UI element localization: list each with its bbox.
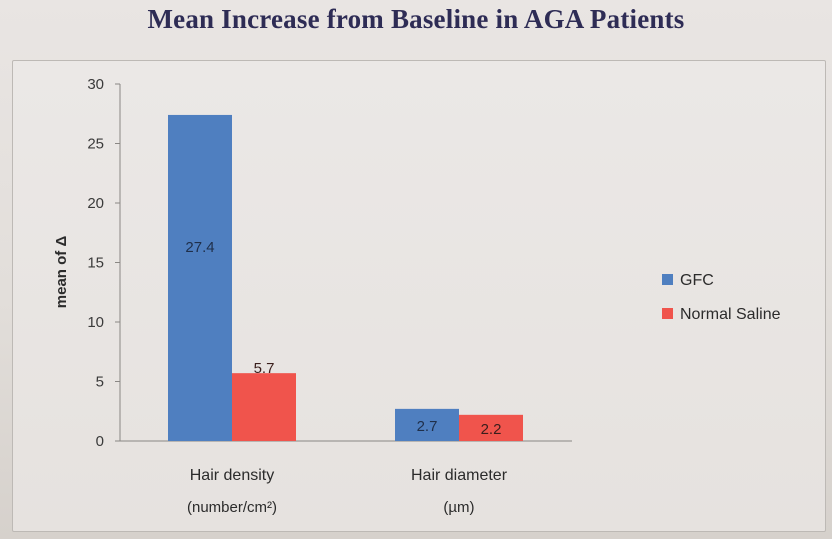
y-axis-label: mean of Δ xyxy=(53,236,70,309)
data-label: 2.7 xyxy=(417,418,438,435)
data-label: 5.7 xyxy=(254,360,275,377)
data-label: 2.2 xyxy=(481,421,502,438)
y-tick-label: 15 xyxy=(87,255,104,272)
category-label: Hair density xyxy=(190,467,274,484)
bar-normal-saline-1 xyxy=(232,373,296,441)
bar-gfc-2 xyxy=(395,408,459,441)
legend-swatch-normal-saline xyxy=(662,308,673,319)
y-tick-label: 0 xyxy=(96,433,104,450)
y-tick-label: 30 xyxy=(87,76,104,93)
axes: 0 5 10 15 20 25 30 xyxy=(87,76,572,450)
category-labels: Hair density (number/cm²) Hair diameter (µm… xyxy=(187,467,508,516)
bar-normal-saline-2 xyxy=(459,414,523,441)
category-label: Hair diameter xyxy=(411,467,508,484)
bar-gfc-1 xyxy=(168,114,232,441)
legend: GFC Normal Saline xyxy=(662,272,781,323)
y-tick-label: 5 xyxy=(96,374,104,391)
y-tick-label: 20 xyxy=(87,195,104,212)
category-unit-label: (number/cm²) xyxy=(187,499,277,516)
data-label: 27.4 xyxy=(185,239,214,256)
bars xyxy=(168,114,523,441)
legend-label: Normal Saline xyxy=(680,306,781,323)
category-unit-label: (µm) xyxy=(443,499,474,516)
y-tick-label: 25 xyxy=(87,136,104,153)
legend-label: GFC xyxy=(680,272,714,289)
chart-panel xyxy=(12,60,826,532)
y-tick-label: 10 xyxy=(87,314,104,331)
data-labels: 27.4 5.7 2.7 2.2 xyxy=(185,239,501,438)
chart-title: Mean Increase from Baseline in AGA Patie… xyxy=(147,4,685,34)
legend-swatch-gfc xyxy=(662,274,673,285)
